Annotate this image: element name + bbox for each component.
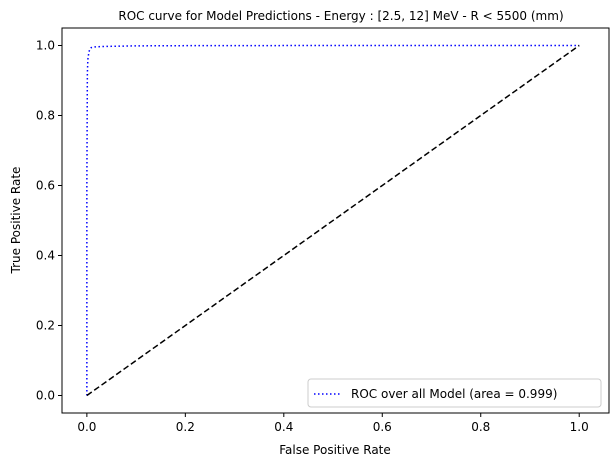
y-tick-label: 0.2: [36, 319, 55, 333]
y-axis-label: True Positive Rate: [9, 167, 23, 275]
x-axis: 0.0 0.2 0.4 0.6 0.8 1.0: [77, 413, 589, 434]
y-tick-label: 1.0: [36, 39, 55, 53]
chart-title: ROC curve for Model Predictions - Energy…: [118, 9, 563, 23]
x-tick-label: 0.0: [77, 420, 96, 434]
legend-label-roc: ROC over all Model (area = 0.999): [351, 387, 557, 401]
x-tick-label: 1.0: [570, 420, 589, 434]
x-tick-label: 0.6: [373, 420, 392, 434]
y-tick-label: 0.6: [36, 179, 55, 193]
x-tick-label: 0.4: [274, 420, 293, 434]
plot-area: [86, 44, 580, 397]
axes-frame: [61, 27, 610, 414]
chance-diagonal-line: [86, 44, 580, 397]
y-tick-label: 0.0: [36, 389, 55, 403]
legend-box: [307, 378, 602, 408]
y-tick-label: 0.8: [36, 109, 55, 123]
roc-curve-line: [86, 44, 580, 396]
y-tick-label: 0.4: [36, 249, 55, 263]
x-tick-label: 0.2: [176, 420, 195, 434]
x-axis-label: False Positive Rate: [279, 443, 391, 457]
legend: ROC over all Model (area = 0.999): [307, 378, 602, 408]
y-axis: 0.0 0.2 0.4 0.6 0.8 1.0: [36, 39, 62, 403]
x-tick-label: 0.8: [471, 420, 490, 434]
